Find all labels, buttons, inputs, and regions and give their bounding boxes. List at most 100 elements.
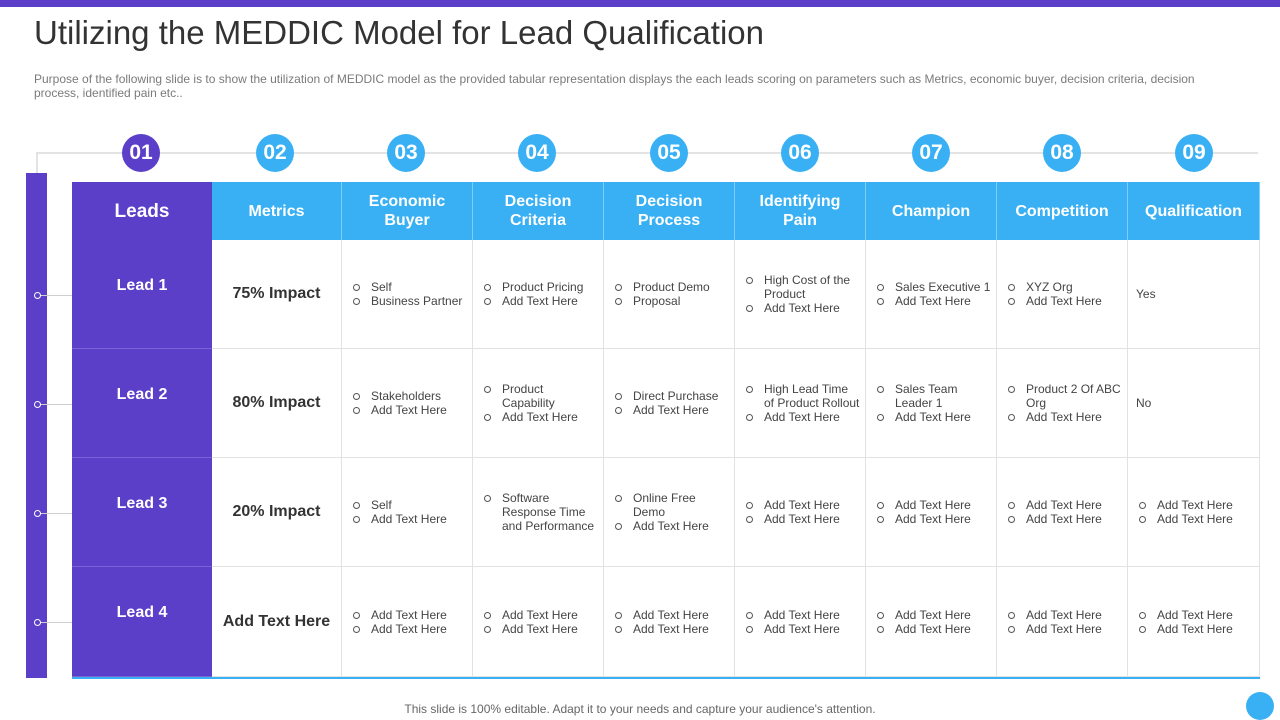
list-item: Stakeholders [352,389,447,403]
step-number-05: 05 [650,134,688,172]
header-identifying-pain: Identifying Pain [735,182,866,240]
lead-label: Lead 2 [72,349,212,458]
list-item: Product Capability [483,382,599,410]
bullet-list: Add Text Here Add Text Here [483,608,578,636]
bullet-list: Add Text Here Add Text Here [614,608,709,636]
champion-cell: Sales Executive 1 Add Text Here [866,240,997,349]
metric-value: 75% Impact [212,240,342,349]
list-item: Add Text Here [1007,498,1102,512]
list-item: Add Text Here [483,410,599,424]
bullet-list: Add Text Here Add Text Here [745,498,840,526]
identifying-pain-cell: High Lead Time of Product Rollout Add Tex… [735,349,866,458]
list-item: Add Text Here [483,608,578,622]
bullet-list: Add Text Here Add Text Here [1138,498,1233,526]
list-item: Add Text Here [614,622,709,636]
side-dot-icon [34,292,41,299]
economic-buyer-cell: Self Add Text Here [342,458,473,567]
bullet-list: Software Response Time and Performance [483,491,599,533]
list-item: Product 2 Of ABC Org [1007,382,1123,410]
side-tick [34,404,72,405]
list-item: Add Text Here [876,294,990,308]
decision-criteria-cell: Product Capability Add Text Here [473,349,604,458]
list-item: Add Text Here [1007,410,1123,424]
header-competition: Competition [997,182,1128,240]
step-number-07: 07 [912,134,950,172]
top-accent-bar [0,0,1280,7]
bullet-list: Add Text Here Add Text Here [876,608,971,636]
list-item: Add Text Here [614,608,709,622]
competition-cell: XYZ Org Add Text Here [997,240,1128,349]
bullet-list: Direct Purchase Add Text Here [614,389,718,417]
bullet-list: Product Demo Proposal [614,280,710,308]
decision-process-cell: Add Text Here Add Text Here [604,567,735,677]
decision-process-cell: Direct Purchase Add Text Here [604,349,735,458]
timeline-connector [36,152,38,174]
bullet-list: Add Text Here Add Text Here [352,608,447,636]
list-item: Add Text Here [876,410,992,424]
bullet-list: Product Pricing Add Text Here [483,280,583,308]
list-item: Add Text Here [1007,622,1102,636]
list-item: Software Response Time and Performance [483,491,599,533]
list-item: Add Text Here [1138,622,1233,636]
side-tick [34,295,72,296]
header-decision-criteria: Decision Criteria [473,182,604,240]
list-item: Online Free Demo [614,491,730,519]
footer-note: This slide is 100% editable. Adapt it to… [404,702,876,716]
metric-value: Add Text Here [212,567,342,677]
bullet-list: Product Capability Add Text Here [483,382,599,424]
bullet-list: Add Text Here Add Text Here [1007,498,1102,526]
bullet-list: Self Business Partner [352,280,462,308]
list-item: Business Partner [352,294,462,308]
bullet-list: Product 2 Of ABC Org Add Text Here [1007,382,1123,424]
list-item: Add Text Here [1138,608,1233,622]
list-item: Add Text Here [352,403,447,417]
qualification-cell: Add Text Here Add Text Here [1128,567,1260,677]
header-champion: Champion [866,182,997,240]
lead-label: Lead 3 [72,458,212,567]
bullet-list: Sales Team Leader 1 Add Text Here [876,382,992,424]
lead-label: Lead 4 [72,567,212,677]
list-item: Add Text Here [745,608,840,622]
corner-circle-icon [1246,692,1274,720]
header-leads: Leads [72,182,212,240]
side-dot-icon [34,619,41,626]
list-item: Product Demo [614,280,710,294]
list-item: Sales Executive 1 [876,280,990,294]
step-number-04: 04 [518,134,556,172]
step-number-03: 03 [387,134,425,172]
bullet-list: High Cost of the Product Add Text Here [745,273,861,315]
champion-cell: Add Text Here Add Text Here [866,567,997,677]
list-item: Self [352,280,462,294]
lead-label: Lead 1 [72,240,212,349]
qualification-cell: Add Text Here Add Text Here [1128,458,1260,567]
list-item: Add Text Here [876,512,971,526]
list-item: Add Text Here [352,608,447,622]
step-number-09: 09 [1175,134,1213,172]
step-number-01: 01 [122,134,160,172]
decision-process-cell: Product Demo Proposal [604,240,735,349]
list-item: Product Pricing [483,280,583,294]
economic-buyer-cell: Self Business Partner [342,240,473,349]
side-dot-icon [34,510,41,517]
list-item: Add Text Here [1007,608,1102,622]
competition-cell: Add Text Here Add Text Here [997,458,1128,567]
decision-criteria-cell: Add Text Here Add Text Here [473,567,604,677]
list-item: Add Text Here [745,301,861,315]
list-item: Direct Purchase [614,389,718,403]
list-item: Add Text Here [483,622,578,636]
step-number-06: 06 [781,134,819,172]
side-tick [34,513,72,514]
header-economic-buyer: Economic Buyer [342,182,473,240]
list-item: Add Text Here [876,622,971,636]
header-qualification: Qualification [1128,182,1260,240]
meddic-table: Leads Metrics Economic Buyer Decision Crite… [72,182,1260,679]
bullet-list: Add Text Here Add Text Here [1007,608,1102,636]
bullet-list: Sales Executive 1 Add Text Here [876,280,990,308]
side-bar [26,173,47,678]
bullet-list: XYZ Org Add Text Here [1007,280,1102,308]
competition-cell: Add Text Here Add Text Here [997,567,1128,677]
list-item: Add Text Here [876,608,971,622]
identifying-pain-cell: High Cost of the Product Add Text Here [735,240,866,349]
timeline-line [36,152,1258,154]
list-item: Add Text Here [876,498,971,512]
